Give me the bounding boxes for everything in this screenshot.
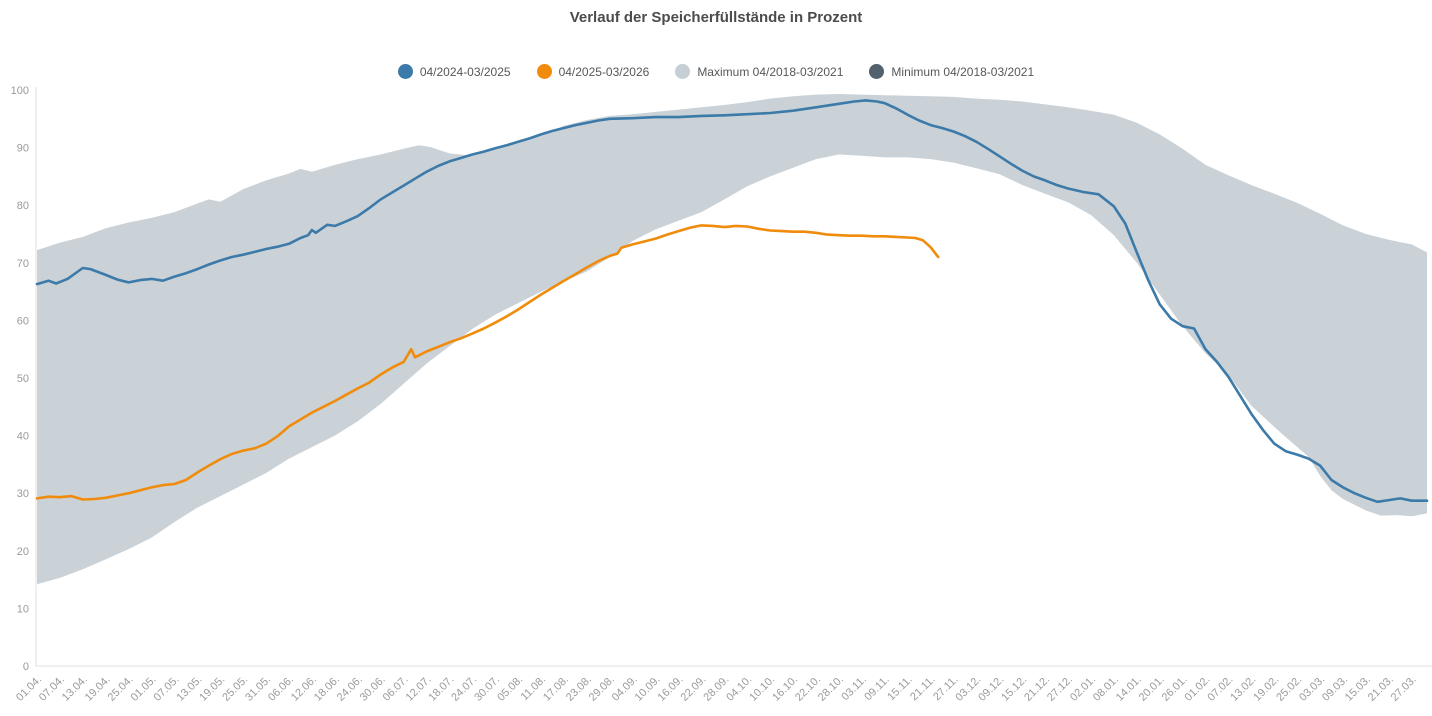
legend-item-label: 04/2025-03/2026 (558, 64, 650, 79)
y-tick-label: 0 (23, 661, 29, 673)
x-tick-label: 03.11. (839, 674, 869, 704)
y-tick-label: 20 (17, 546, 29, 558)
legend-item-2024-2025[interactable]: 04/2024-03/2025 (397, 64, 511, 79)
chart-legend: 04/2024-03/2025 04/2025-03/2026 Maximum … (0, 64, 1432, 79)
y-tick-label: 70 (17, 258, 29, 270)
minmax-band-area (37, 94, 1427, 585)
series-2025-dot-icon (536, 64, 552, 79)
series-line-2025-2026[interactable] (35, 224, 940, 501)
maximum-dot-icon (675, 64, 691, 79)
y-tick-label: 50 (17, 373, 29, 385)
legend-item-label: Maximum 04/2018-03/2021 (697, 64, 844, 79)
x-tick-label: 21.11. (908, 674, 938, 704)
y-tick-label: 80 (17, 200, 29, 212)
chart-title: Verlauf der Speicherfüllstände in Prozen… (569, 9, 863, 26)
legend-item-label: Minimum 04/2018-03/2021 (891, 64, 1035, 79)
y-tick-label: 90 (17, 143, 29, 155)
y-tick-label: 40 (17, 431, 29, 443)
legend-item-label: 04/2024-03/2025 (419, 64, 511, 79)
legend-item-2025-2026[interactable]: 04/2025-03/2026 (536, 64, 650, 79)
series-2024-dot-icon (397, 64, 413, 79)
x-tick-label: 27.03. (1389, 674, 1419, 704)
y-tick-label: 10 (17, 603, 29, 615)
x-tick-label: 09.11. (862, 674, 892, 704)
x-tick-label: 28.10. (816, 674, 846, 704)
series-line-2024-2025[interactable] (35, 99, 1429, 504)
legend-item-minimum[interactable]: Minimum 04/2018-03/2021 (869, 64, 1034, 79)
minimum-dot-icon (869, 64, 885, 79)
x-tick-label: 15.11. (885, 674, 915, 704)
y-tick-label: 60 (17, 315, 29, 327)
y-tick-label: 100 (11, 85, 29, 97)
x-tick-label: 05.08. (495, 674, 525, 704)
y-tick-label: 30 (17, 488, 29, 500)
legend-item-maximum[interactable]: Maximum 04/2018-03/2021 (675, 64, 843, 79)
